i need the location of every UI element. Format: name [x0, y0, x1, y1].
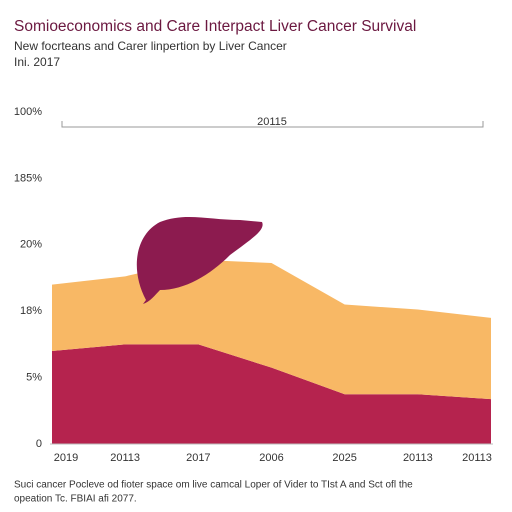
chart-subtitle: Ini. 2017: [14, 55, 60, 69]
liver-icon: [136, 216, 263, 304]
y-tick-label: 18%: [20, 305, 42, 317]
y-tick-label: 20%: [20, 239, 42, 251]
x-tick-label: 2025: [332, 452, 356, 464]
x-tick-label: 20113: [110, 452, 140, 464]
chart-subtitle: New focrteans and Carer linpertion by Li…: [14, 39, 287, 53]
x-tick-label: 2017: [186, 452, 210, 464]
footnote: Suci cancer Pocleve od fioter space om l…: [14, 480, 413, 491]
area: [52, 259, 491, 400]
x-tick-label: 20113: [403, 452, 433, 464]
x-tick-label: 2006: [259, 452, 283, 464]
x-tick-label: 20113: [462, 452, 492, 464]
footnote: opeation Tc. FBIAI afi 2077.: [14, 494, 137, 505]
y-tick-label: 185%: [14, 172, 42, 184]
chart-title: Somioeconomics and Care Interpact Liver …: [14, 18, 416, 35]
y-tick-label: 0: [36, 438, 42, 450]
y-tick-label: 5%: [26, 372, 42, 384]
y-tick-label: 100%: [14, 106, 42, 118]
plot-area: [50, 259, 493, 445]
annotation: 20115: [257, 116, 287, 128]
x-tick-label: 2019: [54, 452, 78, 464]
area: [52, 344, 491, 444]
bracket: [61, 121, 484, 128]
